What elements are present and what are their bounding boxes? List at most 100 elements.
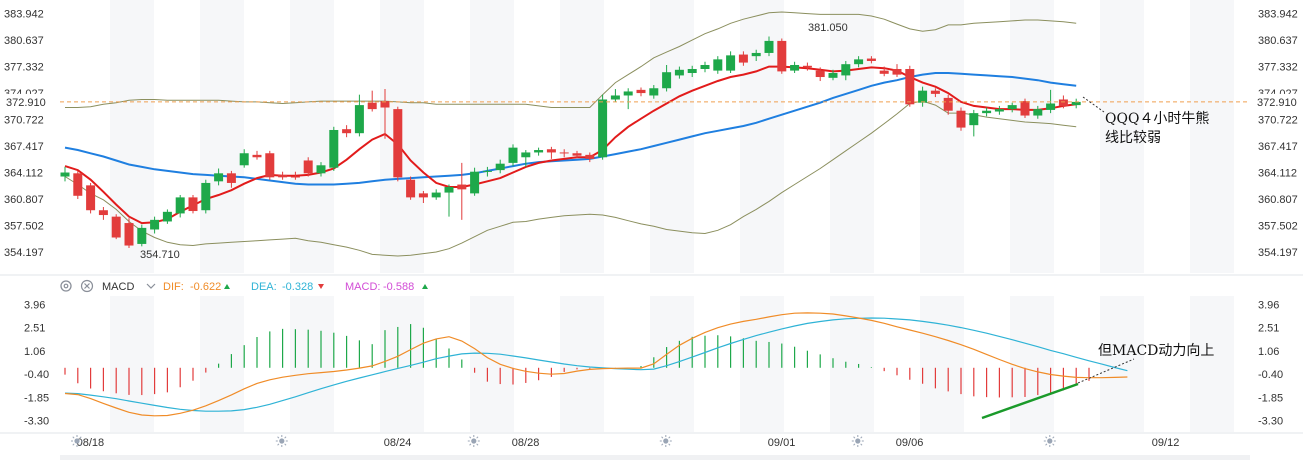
candle <box>559 149 569 158</box>
price-note-line2: 线比较弱 <box>1105 130 1161 146</box>
candle-body <box>815 70 825 78</box>
candle <box>162 209 172 224</box>
price-tick-label: 383.942 <box>1258 8 1298 20</box>
grid-band <box>290 296 334 432</box>
candle-body <box>252 154 262 158</box>
candle <box>534 147 544 156</box>
price-tick-label: 370.722 <box>4 114 44 126</box>
candle <box>956 107 966 131</box>
candle-body <box>930 90 940 94</box>
close-icon[interactable] <box>80 279 94 293</box>
candle <box>278 171 288 180</box>
candle-body <box>854 59 864 65</box>
time-tick-label: 08/18 <box>77 437 105 449</box>
macd-histogram <box>64 324 1090 398</box>
candle-body <box>329 129 339 168</box>
candle <box>879 66 889 77</box>
dif-line <box>64 312 1128 417</box>
candle-body <box>303 160 313 174</box>
macd-tick-label: -0.40 <box>24 369 49 381</box>
candle-body <box>444 186 454 193</box>
bollinger-upper <box>65 11 1077 108</box>
grid-band <box>470 296 514 432</box>
price-tick-label: 364.112 <box>1258 167 1297 179</box>
candle <box>905 65 915 107</box>
gear-icon[interactable] <box>60 280 72 292</box>
candle-body <box>572 153 582 156</box>
macd-trend-line <box>981 382 1079 420</box>
candle <box>354 94 364 137</box>
candle-body <box>687 68 697 74</box>
price-axis-left: 383.942380.637377.332374.027370.722367.4… <box>4 8 44 259</box>
candle-body <box>1071 101 1081 106</box>
candle-body <box>457 184 467 190</box>
sun-icon <box>1043 435 1056 447</box>
macd-note: 但MACD动力向上 <box>1098 343 1214 359</box>
candle <box>175 194 185 218</box>
candle <box>598 94 608 160</box>
macd-tick-label: 3.96 <box>24 300 45 312</box>
macd-panel[interactable] <box>64 312 1128 417</box>
candle-body <box>534 150 544 153</box>
candle-body <box>738 54 748 63</box>
candle-body <box>892 68 902 75</box>
macd-legend: MACD DIF: -0.622 DEA: -0.328 MACD: -0.58… <box>60 279 428 293</box>
candle-body <box>969 113 979 126</box>
candle-body <box>802 65 812 68</box>
candle-body <box>201 182 211 211</box>
candle <box>214 168 224 186</box>
scrollbar[interactable] <box>60 455 1250 460</box>
macd-tick-label: -1.85 <box>24 392 49 404</box>
price-tick-label: 383.942 <box>4 8 44 20</box>
low-price-label: 354.710 <box>140 249 180 261</box>
candle-body <box>610 95 620 100</box>
candle-body <box>1046 103 1056 110</box>
candle-body <box>1020 101 1030 116</box>
price-tick-label: 360.807 <box>1258 194 1298 206</box>
candle-body <box>751 52 761 57</box>
candle-body <box>726 55 736 71</box>
bollinger-lower <box>64 100 1077 257</box>
candle-body <box>521 152 531 158</box>
candle-body <box>226 173 236 183</box>
macd-tick-label: -3.30 <box>24 415 49 427</box>
macd-axis-right: 3.96 2.51 1.06 -0.40 -1.85 -3.30 <box>1258 300 1283 428</box>
price-panel[interactable] <box>60 11 1250 257</box>
dea-down-arrow-icon <box>318 284 324 289</box>
candle-body <box>290 176 300 178</box>
candle <box>930 88 940 98</box>
candle <box>572 150 582 159</box>
candle <box>687 65 697 78</box>
grid-band <box>1100 296 1144 432</box>
time-tick-label: 08/28 <box>512 437 540 449</box>
candle-body <box>367 102 377 110</box>
candle <box>662 64 672 92</box>
dif-up-arrow-icon <box>224 284 230 289</box>
candle <box>649 85 659 99</box>
candle-body <box>828 73 838 78</box>
candle-body <box>956 110 966 128</box>
macd-value: -0.588 <box>383 281 414 293</box>
candle <box>508 144 518 167</box>
chevron-down-icon[interactable] <box>146 283 156 289</box>
grid-band <box>200 296 244 432</box>
candle <box>1071 98 1081 109</box>
grid-band <box>200 0 244 273</box>
candle <box>482 166 492 177</box>
price-tick-label: 360.807 <box>4 194 44 206</box>
grid-band <box>1100 0 1144 273</box>
time-tick-label: 09/12 <box>1152 437 1180 449</box>
candle-body <box>111 216 121 238</box>
candle <box>713 56 723 74</box>
candle <box>457 162 467 220</box>
candle <box>994 105 1004 115</box>
candle-body <box>150 219 160 230</box>
time-tick-label: 09/01 <box>768 437 796 449</box>
candle-body <box>124 223 134 246</box>
grid-band <box>740 296 784 432</box>
price-note-line1: QQQ４小时牛熊 <box>1105 111 1209 127</box>
time-tick-label: 08/24 <box>384 437 412 449</box>
macd-tick-label: 2.51 <box>1258 323 1279 335</box>
candle-body <box>636 89 646 94</box>
